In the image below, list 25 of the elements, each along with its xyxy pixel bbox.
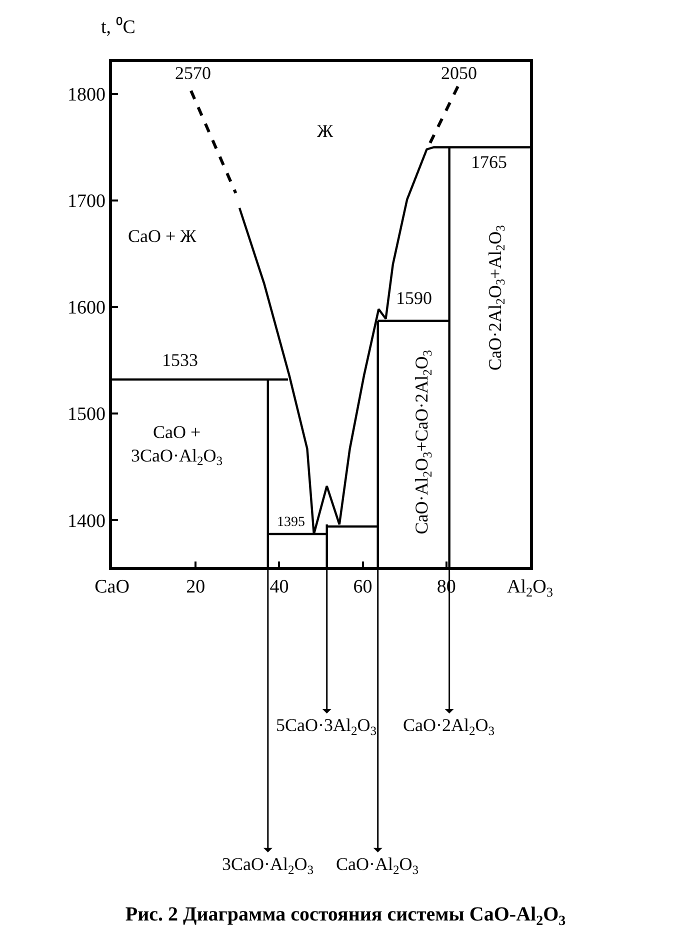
y-axis-title: t, ⁰C xyxy=(101,16,136,38)
text: CaO·2Al$_{2}$O$_{3}$ xyxy=(403,715,495,738)
x-tick-label: 60 xyxy=(353,576,372,598)
text: Рис. 2 Диаграмма состояния системы CaO-Al$_{2}$O$_{3}$ xyxy=(125,904,566,929)
annotation: CaO + 3CaO·Al$_{2}$O$_{3}$ xyxy=(131,422,223,468)
x-tick-label: Al$_{2}$O$_{3}$ xyxy=(506,576,554,600)
y-tick-label: 1500 xyxy=(67,404,106,426)
annotation: 2570 xyxy=(175,63,211,83)
text: 5CaO·3Al$_{2}$O$_{3}$ xyxy=(276,715,377,738)
annotation: Ж xyxy=(317,121,334,141)
text: 3CaO·Al$_{2}$O$_{3}$ xyxy=(222,854,314,877)
annotation: CaO + Ж xyxy=(128,226,198,246)
annotation: 1590 xyxy=(396,288,432,308)
x-tick-label: CaO xyxy=(94,576,130,598)
x-tick-label: 40 xyxy=(270,576,289,598)
y-tick-label: 1800 xyxy=(67,84,106,106)
y-tick-label: 1400 xyxy=(67,510,106,532)
annotation: 1395 xyxy=(277,515,305,530)
annotation: 1533 xyxy=(162,350,198,370)
text: CaO·Al$_{2}$O$_{3}$ xyxy=(336,854,419,877)
x-tick-label: 20 xyxy=(186,576,206,598)
annotation: 2050 xyxy=(441,63,477,83)
y-tick-label: 1600 xyxy=(67,298,106,319)
annotation: 1765 xyxy=(471,152,507,172)
y-tick-label: 1700 xyxy=(67,191,106,212)
